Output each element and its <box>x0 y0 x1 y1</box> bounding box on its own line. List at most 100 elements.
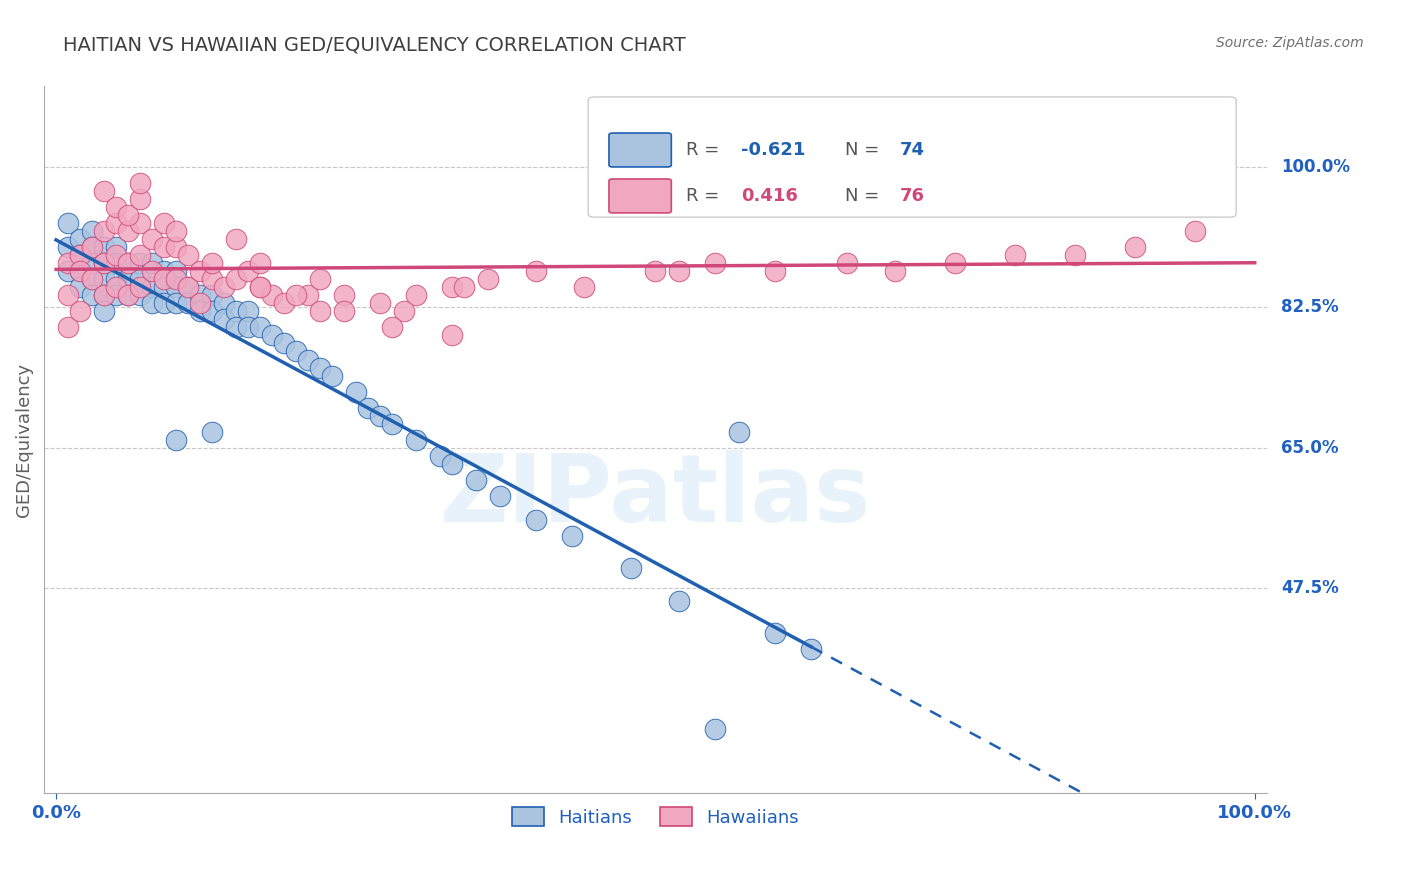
Point <box>524 264 547 278</box>
Point <box>644 264 666 278</box>
Point <box>440 280 463 294</box>
Point <box>333 304 356 318</box>
Y-axis label: GED/Equivalency: GED/Equivalency <box>15 363 32 517</box>
Point <box>188 296 211 310</box>
Point <box>1064 248 1087 262</box>
Text: 65.0%: 65.0% <box>1281 439 1339 457</box>
Point <box>524 513 547 527</box>
Point <box>165 280 187 294</box>
Point <box>141 296 163 310</box>
Point <box>728 425 751 439</box>
Point <box>93 256 115 270</box>
Point <box>105 216 128 230</box>
Point <box>141 256 163 270</box>
Point <box>225 272 247 286</box>
Point <box>357 401 380 415</box>
Point <box>763 625 786 640</box>
Point <box>165 272 187 286</box>
Point <box>201 304 224 318</box>
Text: R =: R = <box>686 141 725 159</box>
Point <box>56 264 79 278</box>
Point <box>129 192 152 206</box>
FancyBboxPatch shape <box>609 133 671 167</box>
Point <box>308 272 330 286</box>
Point <box>236 320 259 334</box>
Point <box>668 264 690 278</box>
Point <box>837 256 859 270</box>
Text: HAITIAN VS HAWAIIAN GED/EQUIVALENCY CORRELATION CHART: HAITIAN VS HAWAIIAN GED/EQUIVALENCY CORR… <box>63 36 686 54</box>
Point <box>1004 248 1026 262</box>
Point <box>429 449 451 463</box>
Point <box>93 288 115 302</box>
Point <box>93 184 115 198</box>
Point <box>117 288 139 302</box>
Point <box>236 304 259 318</box>
Point <box>249 280 271 294</box>
Point <box>117 272 139 286</box>
Point <box>80 288 103 302</box>
Point <box>236 264 259 278</box>
Point <box>93 240 115 254</box>
Point <box>153 272 176 286</box>
Point <box>153 216 176 230</box>
Point <box>201 288 224 302</box>
Point <box>141 280 163 294</box>
Point <box>188 304 211 318</box>
Point <box>464 473 486 487</box>
Point <box>56 240 79 254</box>
Point <box>105 240 128 254</box>
Point <box>165 296 187 310</box>
Point <box>80 256 103 270</box>
Point <box>177 248 200 262</box>
Point <box>69 232 91 246</box>
Point <box>1184 224 1206 238</box>
Point <box>69 304 91 318</box>
Point <box>321 368 343 383</box>
FancyBboxPatch shape <box>609 179 671 213</box>
Point <box>105 200 128 214</box>
Point <box>225 304 247 318</box>
Point <box>308 304 330 318</box>
Point <box>188 264 211 278</box>
Point <box>188 288 211 302</box>
Point <box>260 288 283 302</box>
Point <box>153 280 176 294</box>
Point <box>80 240 103 254</box>
Point <box>129 248 152 262</box>
Point <box>129 216 152 230</box>
Point <box>105 256 128 270</box>
Point <box>153 264 176 278</box>
Point <box>212 296 235 310</box>
Point <box>620 561 643 575</box>
Point <box>117 224 139 238</box>
Point <box>69 264 91 278</box>
Point <box>201 256 224 270</box>
Point <box>56 216 79 230</box>
Point <box>93 272 115 286</box>
Point <box>488 489 510 503</box>
Text: N =: N = <box>845 187 884 205</box>
Point <box>763 264 786 278</box>
Point <box>129 256 152 270</box>
Point <box>405 288 427 302</box>
Point <box>93 288 115 302</box>
Point <box>177 296 200 310</box>
Point <box>165 224 187 238</box>
Text: 74: 74 <box>900 141 925 159</box>
Point <box>668 593 690 607</box>
Point <box>93 304 115 318</box>
Legend: Haitians, Hawaiians: Haitians, Hawaiians <box>505 800 806 834</box>
Point <box>117 288 139 302</box>
Point <box>105 272 128 286</box>
Point <box>392 304 415 318</box>
Point <box>225 320 247 334</box>
Point <box>69 248 91 262</box>
Text: -0.621: -0.621 <box>741 141 806 159</box>
Point <box>273 296 295 310</box>
Point <box>249 256 271 270</box>
Point <box>129 288 152 302</box>
Text: 0.416: 0.416 <box>741 187 797 205</box>
Point <box>284 288 307 302</box>
Point <box>105 248 128 262</box>
Point <box>800 641 823 656</box>
